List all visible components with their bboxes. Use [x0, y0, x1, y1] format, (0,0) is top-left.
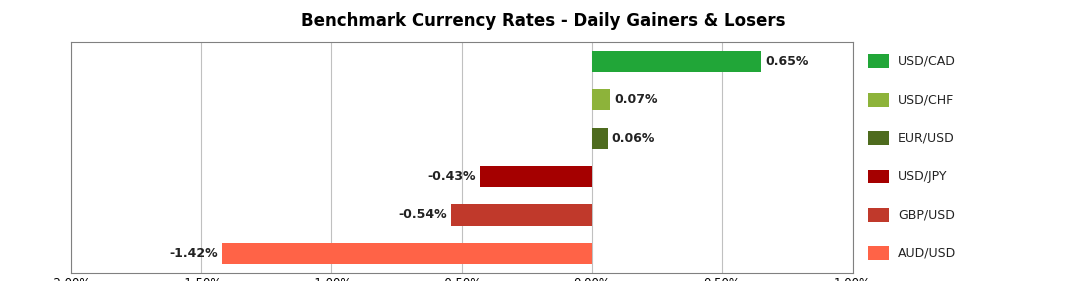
Bar [592, 89, 610, 110]
Bar [451, 204, 592, 226]
Bar [480, 166, 592, 187]
Text: -0.43%: -0.43% [428, 170, 476, 183]
Text: Benchmark Currency Rates - Daily Gainers & Losers: Benchmark Currency Rates - Daily Gainers… [301, 12, 785, 30]
Bar [592, 51, 761, 72]
Text: 0.06%: 0.06% [611, 132, 655, 145]
FancyBboxPatch shape [868, 55, 889, 68]
FancyBboxPatch shape [868, 170, 889, 183]
Text: AUD/USD: AUD/USD [898, 247, 957, 260]
Bar [592, 128, 607, 149]
Text: 0.07%: 0.07% [614, 93, 657, 106]
Bar [222, 243, 592, 264]
FancyBboxPatch shape [868, 131, 889, 145]
Text: 0.65%: 0.65% [766, 55, 809, 68]
Text: USD/JPY: USD/JPY [898, 170, 948, 183]
Text: EUR/USD: EUR/USD [898, 132, 955, 145]
FancyBboxPatch shape [868, 246, 889, 260]
FancyBboxPatch shape [868, 208, 889, 222]
Text: -0.54%: -0.54% [399, 209, 447, 221]
Text: USD/CHF: USD/CHF [898, 93, 955, 106]
Text: -1.42%: -1.42% [169, 247, 218, 260]
FancyBboxPatch shape [868, 93, 889, 107]
Text: USD/CAD: USD/CAD [898, 55, 956, 68]
Text: GBP/USD: GBP/USD [898, 209, 955, 221]
